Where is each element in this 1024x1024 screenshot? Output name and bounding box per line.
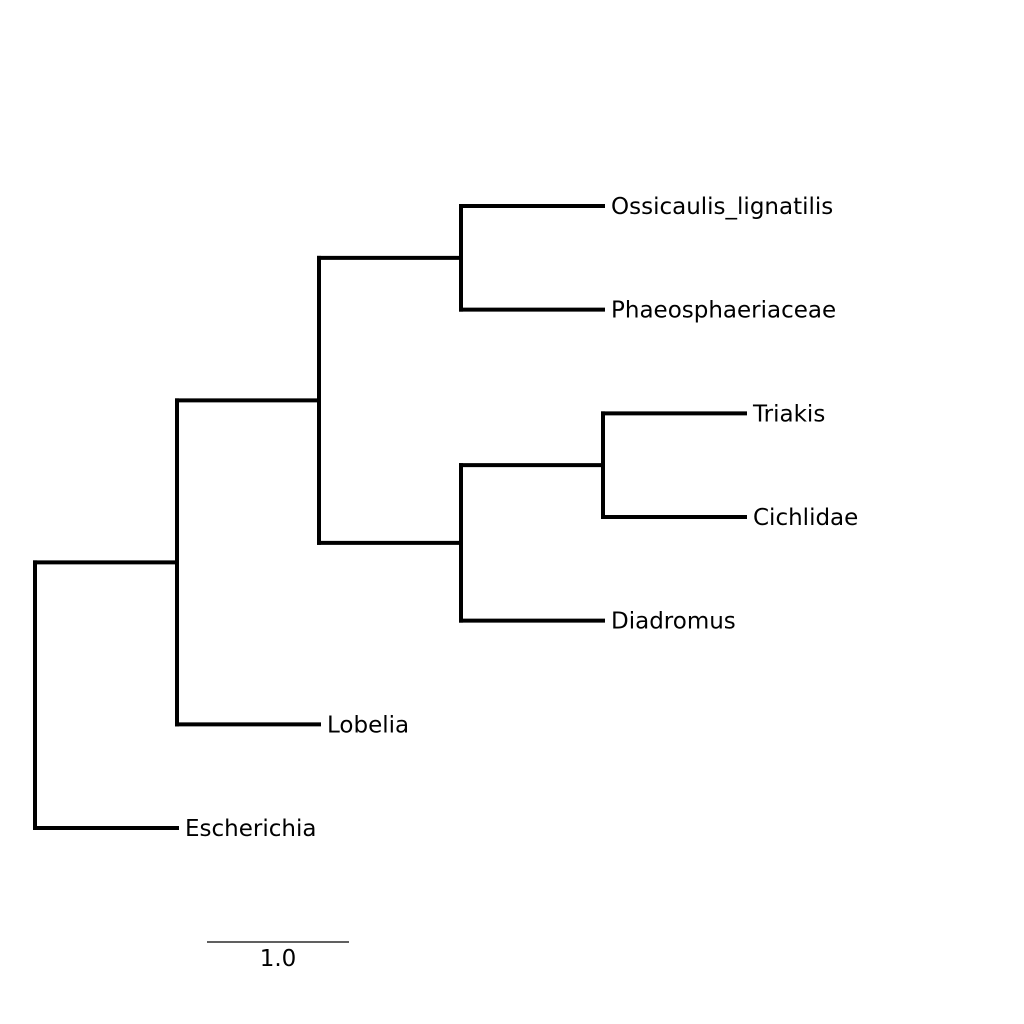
leaf-label-phaeosphaeriaceae: Phaeosphaeriaceae [611,298,836,324]
tree-branches [33,204,747,831]
leaf-label-triakis: Triakis [752,401,825,427]
leaf-label-cichlidae: Cichlidae [753,505,858,531]
scale-bar-label: 1.0 [260,946,297,972]
leaf-label-diadromus: Diadromus [611,609,736,635]
leaf-label-ossicaulis_lignatilis: Ossicaulis_lignatilis [611,194,833,220]
scale-bar: 1.0 [207,941,349,972]
leaf-label-escherichia: Escherichia [185,816,316,842]
tree-leaf-labels: Escherichia Lobelia Ossicaulis_lignatilis P… [185,194,858,842]
leaf-label-lobelia: Lobelia [327,712,409,738]
